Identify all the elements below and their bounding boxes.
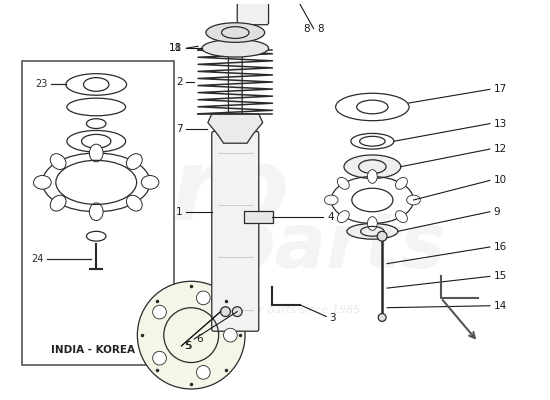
Text: 24: 24 [31, 254, 43, 264]
FancyBboxPatch shape [212, 132, 258, 331]
Ellipse shape [395, 178, 408, 189]
FancyBboxPatch shape [228, 40, 242, 134]
Text: 14: 14 [494, 301, 507, 311]
Circle shape [153, 305, 167, 319]
Text: euro: euro [32, 144, 289, 241]
Ellipse shape [395, 211, 408, 222]
FancyBboxPatch shape [22, 61, 174, 364]
Ellipse shape [202, 40, 268, 57]
Ellipse shape [337, 178, 349, 189]
Circle shape [196, 291, 210, 305]
Text: INDIA - KOREA: INDIA - KOREA [51, 345, 135, 355]
Text: 15: 15 [494, 271, 507, 281]
Text: a motor parts since 1985: a motor parts since 1985 [220, 305, 360, 315]
Ellipse shape [50, 154, 66, 170]
Circle shape [153, 351, 167, 365]
Circle shape [221, 307, 230, 316]
Text: 7: 7 [176, 124, 183, 134]
Text: 10: 10 [494, 176, 507, 186]
Text: 8: 8 [303, 24, 310, 34]
Text: 11: 11 [169, 43, 183, 53]
Ellipse shape [89, 144, 103, 162]
Ellipse shape [367, 217, 377, 230]
Ellipse shape [367, 170, 377, 183]
Ellipse shape [347, 224, 398, 239]
Text: 6: 6 [196, 334, 203, 344]
Ellipse shape [126, 195, 142, 211]
Ellipse shape [89, 203, 103, 220]
Ellipse shape [206, 23, 265, 42]
Circle shape [223, 328, 237, 342]
Text: 2: 2 [176, 78, 183, 88]
Text: 12: 12 [494, 144, 507, 154]
Circle shape [377, 231, 387, 241]
Text: 16: 16 [494, 242, 507, 252]
Ellipse shape [50, 195, 66, 211]
Text: 4: 4 [327, 212, 334, 222]
Text: 17: 17 [494, 84, 507, 94]
Circle shape [196, 366, 210, 379]
Text: 3: 3 [329, 314, 336, 324]
Ellipse shape [337, 211, 349, 222]
Polygon shape [208, 114, 263, 143]
Text: 8: 8 [317, 24, 324, 34]
Ellipse shape [324, 195, 338, 205]
Circle shape [378, 314, 386, 322]
Text: 9: 9 [494, 207, 501, 217]
Ellipse shape [126, 154, 142, 170]
Ellipse shape [34, 176, 51, 189]
Text: 18: 18 [169, 43, 183, 53]
Text: 23: 23 [35, 80, 47, 90]
Ellipse shape [141, 176, 159, 189]
Text: 13: 13 [494, 119, 507, 129]
FancyBboxPatch shape [244, 211, 273, 222]
Circle shape [232, 307, 242, 316]
Text: 5: 5 [185, 341, 192, 351]
Ellipse shape [344, 155, 401, 178]
Circle shape [138, 281, 245, 389]
Text: 1: 1 [176, 207, 183, 217]
Text: parts: parts [221, 210, 446, 284]
Ellipse shape [406, 195, 420, 205]
FancyBboxPatch shape [237, 0, 268, 25]
Text: 5: 5 [184, 341, 191, 351]
